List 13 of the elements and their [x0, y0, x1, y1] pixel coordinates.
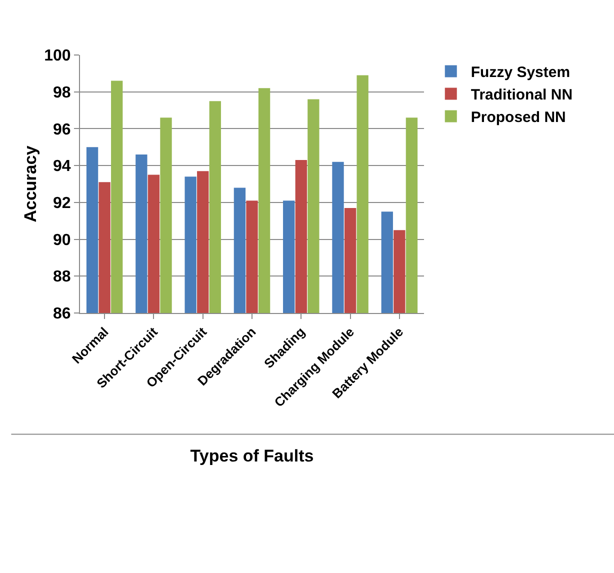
y-tick-label: 86 [53, 306, 71, 323]
legend-label: Fuzzy System [470, 64, 570, 82]
legend-label: Traditional NN [470, 86, 573, 104]
y-tick-label: 90 [53, 232, 71, 249]
x-axis-title: Types of Faults [190, 446, 314, 466]
y-tick-label: 100 [44, 48, 71, 65]
y-tick-label: 96 [53, 121, 71, 138]
legend-label: Proposed NN [470, 109, 566, 126]
y-tick-label: 94 [53, 158, 71, 176]
y-tick-label: 98 [53, 84, 71, 102]
y-axis-title: Accuracy [21, 145, 40, 222]
y-tick-label: 88 [53, 268, 71, 286]
y-tick-label: 92 [53, 195, 71, 212]
